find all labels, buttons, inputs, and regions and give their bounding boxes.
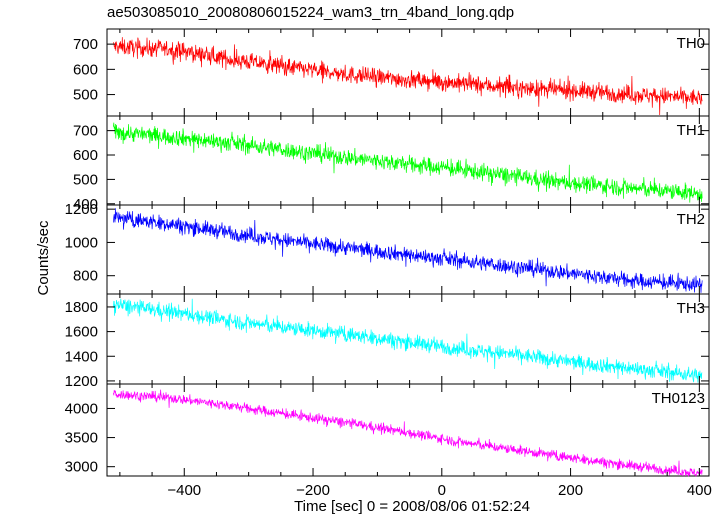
y-tick-label-th0-600: 600 bbox=[73, 61, 98, 78]
y-tick-label-th1-400: 400 bbox=[73, 196, 98, 213]
chart-title: ae503085010_20080806015224_wam3_trn_4ban… bbox=[107, 4, 514, 21]
y-tick-label-th0123-3500: 3500 bbox=[65, 430, 98, 447]
series-line-th1 bbox=[113, 122, 703, 203]
y-tick-label-th3-1800: 1800 bbox=[65, 299, 98, 316]
series-line-th3 bbox=[113, 298, 703, 383]
band-label-th2: TH2 bbox=[677, 211, 705, 228]
y-tick-label-th1-700: 700 bbox=[73, 123, 98, 140]
x-tick-label-4: 400 bbox=[687, 482, 712, 499]
x-tick-label-3: 200 bbox=[558, 482, 583, 499]
x-tick-label-0: −400 bbox=[167, 482, 201, 499]
panel-frame-th2 bbox=[106, 204, 710, 295]
band-label-th1: TH1 bbox=[677, 122, 705, 139]
y-tick-label-th2-1200: 1200 bbox=[65, 201, 98, 218]
band-label-th3: TH3 bbox=[677, 300, 705, 317]
series-line-th0 bbox=[113, 37, 703, 116]
y-tick-label-th3-1200: 1200 bbox=[65, 373, 98, 390]
y-tick-label-th3-1600: 1600 bbox=[65, 324, 98, 341]
x-axis-title: Time [sec] 0 = 2008/08/06 01:52:24 bbox=[294, 498, 530, 515]
band-label-th0: TH0 bbox=[677, 35, 705, 52]
y-tick-label-th2-1000: 1000 bbox=[65, 234, 98, 251]
x-tick-label-2: 0 bbox=[438, 482, 446, 499]
panels-group: 500 600 700 TH0 400 500 600 700 TH1 800 1000 1200 TH… bbox=[65, 28, 712, 499]
y-tick-label-th3-1400: 1400 bbox=[65, 348, 98, 365]
panel-frame-th0123 bbox=[106, 383, 710, 477]
series-line-th0123 bbox=[113, 389, 703, 477]
y-tick-label-th0-500: 500 bbox=[73, 87, 98, 104]
y-tick-label-th0123-4000: 4000 bbox=[65, 400, 98, 417]
y-tick-label-th1-500: 500 bbox=[73, 171, 98, 188]
panel-frame-th0 bbox=[106, 28, 710, 117]
y-tick-label-th2-800: 800 bbox=[73, 268, 98, 285]
x-tick-label-1: −200 bbox=[296, 482, 330, 499]
series-line-th2 bbox=[113, 208, 703, 293]
band-label-th0123: TH0123 bbox=[652, 390, 705, 407]
y-tick-label-th1-600: 600 bbox=[73, 147, 98, 164]
y-tick-label-th0123-3000: 3000 bbox=[65, 459, 98, 476]
y-axis-title: Counts/sec bbox=[35, 220, 52, 296]
y-tick-label-th0-700: 700 bbox=[73, 36, 98, 53]
